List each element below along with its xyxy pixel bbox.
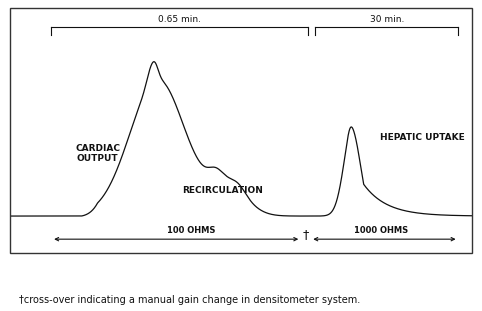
Text: †: † — [303, 228, 309, 241]
Text: 100 OHMS: 100 OHMS — [167, 226, 215, 235]
Text: CARDIAC
OUTPUT: CARDIAC OUTPUT — [75, 144, 120, 163]
Text: †cross-over indicating a manual gain change in densitometer system.: †cross-over indicating a manual gain cha… — [19, 295, 361, 305]
Text: 1000 OHMS: 1000 OHMS — [354, 226, 408, 235]
Text: 30 min.: 30 min. — [370, 15, 404, 24]
Text: HEPATIC UPTAKE: HEPATIC UPTAKE — [380, 133, 465, 142]
Text: RECIRCULATION: RECIRCULATION — [182, 186, 263, 195]
Text: 0.65 min.: 0.65 min. — [158, 15, 201, 24]
